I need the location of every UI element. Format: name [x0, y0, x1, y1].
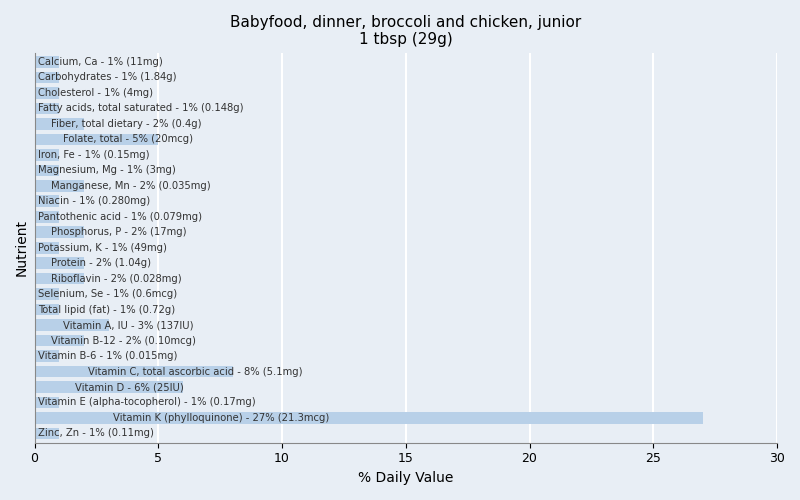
Bar — [34, 273, 84, 284]
Bar — [34, 320, 109, 331]
Text: Pantothenic acid - 1% (0.079mg): Pantothenic acid - 1% (0.079mg) — [38, 212, 202, 222]
Bar — [34, 412, 703, 424]
Text: Vitamin B-12 - 2% (0.10mcg): Vitamin B-12 - 2% (0.10mcg) — [50, 336, 195, 345]
Text: Zinc, Zn - 1% (0.11mg): Zinc, Zn - 1% (0.11mg) — [38, 428, 154, 438]
Bar — [34, 164, 59, 176]
Bar — [34, 211, 59, 222]
Text: Fatty acids, total saturated - 1% (0.148g): Fatty acids, total saturated - 1% (0.148… — [38, 104, 244, 114]
Bar — [34, 428, 59, 439]
Text: Vitamin A, IU - 3% (137IU): Vitamin A, IU - 3% (137IU) — [63, 320, 194, 330]
Text: Magnesium, Mg - 1% (3mg): Magnesium, Mg - 1% (3mg) — [38, 166, 176, 175]
Bar — [34, 226, 84, 238]
Text: Vitamin D - 6% (25IU): Vitamin D - 6% (25IU) — [75, 382, 184, 392]
Bar — [34, 87, 59, 99]
Text: Calcium, Ca - 1% (11mg): Calcium, Ca - 1% (11mg) — [38, 57, 163, 67]
Bar — [34, 56, 59, 68]
Bar — [34, 72, 59, 84]
Text: Iron, Fe - 1% (0.15mg): Iron, Fe - 1% (0.15mg) — [38, 150, 150, 160]
Y-axis label: Nutrient: Nutrient — [15, 219, 29, 276]
Bar — [34, 118, 84, 130]
Text: Potassium, K - 1% (49mg): Potassium, K - 1% (49mg) — [38, 242, 167, 252]
Text: Niacin - 1% (0.280mg): Niacin - 1% (0.280mg) — [38, 196, 150, 206]
Text: Vitamin E (alpha-tocopherol) - 1% (0.17mg): Vitamin E (alpha-tocopherol) - 1% (0.17m… — [38, 398, 256, 407]
Text: Vitamin C, total ascorbic acid - 8% (5.1mg): Vitamin C, total ascorbic acid - 8% (5.1… — [88, 366, 302, 376]
Title: Babyfood, dinner, broccoli and chicken, junior
1 tbsp (29g): Babyfood, dinner, broccoli and chicken, … — [230, 15, 582, 48]
Text: Carbohydrates - 1% (1.84g): Carbohydrates - 1% (1.84g) — [38, 72, 177, 83]
Bar — [34, 180, 84, 192]
Bar — [34, 102, 59, 114]
Bar — [34, 335, 84, 346]
Bar — [34, 350, 59, 362]
X-axis label: % Daily Value: % Daily Value — [358, 471, 454, 485]
Text: Cholesterol - 1% (4mg): Cholesterol - 1% (4mg) — [38, 88, 154, 98]
Bar — [34, 242, 59, 254]
Bar — [34, 366, 233, 378]
Bar — [34, 196, 59, 207]
Text: Folate, total - 5% (20mcg): Folate, total - 5% (20mcg) — [63, 134, 193, 144]
Bar — [34, 258, 84, 269]
Text: Protein - 2% (1.04g): Protein - 2% (1.04g) — [50, 258, 150, 268]
Bar — [34, 149, 59, 160]
Text: Selenium, Se - 1% (0.6mcg): Selenium, Se - 1% (0.6mcg) — [38, 289, 178, 299]
Bar — [34, 288, 59, 300]
Text: Fiber, total dietary - 2% (0.4g): Fiber, total dietary - 2% (0.4g) — [50, 119, 201, 129]
Bar — [34, 396, 59, 408]
Text: Phosphorus, P - 2% (17mg): Phosphorus, P - 2% (17mg) — [50, 228, 186, 237]
Text: Manganese, Mn - 2% (0.035mg): Manganese, Mn - 2% (0.035mg) — [50, 181, 210, 191]
Bar — [34, 304, 59, 316]
Bar — [34, 381, 183, 393]
Text: Riboflavin - 2% (0.028mg): Riboflavin - 2% (0.028mg) — [50, 274, 182, 283]
Text: Vitamin K (phylloquinone) - 27% (21.3mcg): Vitamin K (phylloquinone) - 27% (21.3mcg… — [113, 413, 329, 423]
Bar — [34, 134, 158, 145]
Text: Total lipid (fat) - 1% (0.72g): Total lipid (fat) - 1% (0.72g) — [38, 304, 175, 314]
Text: Vitamin B-6 - 1% (0.015mg): Vitamin B-6 - 1% (0.015mg) — [38, 351, 178, 361]
